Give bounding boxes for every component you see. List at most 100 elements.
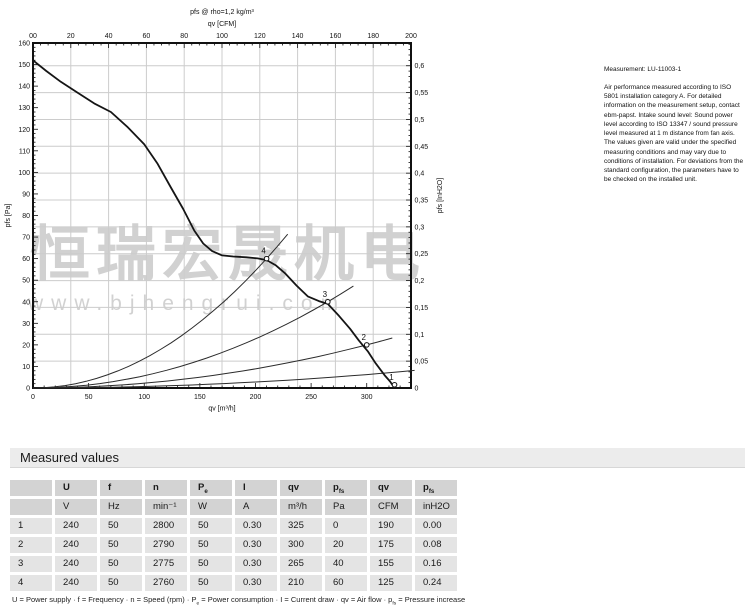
left-tick-label: 120	[18, 127, 30, 134]
plot-frame	[32, 42, 412, 389]
value-cell: 50	[190, 556, 232, 572]
top-axis-title: qv [CFM]	[208, 21, 236, 28]
top-tick-label: 120	[254, 33, 266, 40]
right-tick-label: 0,05	[415, 359, 429, 366]
top-tick-label: 160	[330, 33, 342, 40]
unit-cell: CFM	[370, 499, 412, 515]
right-tick-label: 0,25	[415, 251, 429, 258]
left-tick-label: 110	[19, 148, 30, 155]
measurement-notes: Measurement: LU-11003-1 Air performance …	[604, 66, 747, 184]
left-tick-label: 50	[22, 278, 30, 285]
value-cell: 0.24	[415, 575, 457, 591]
bottom-tick-label: 250	[305, 394, 317, 401]
left-tick-label: 60	[22, 256, 30, 263]
fan-curve	[32, 59, 396, 389]
unit-cell	[10, 499, 52, 515]
left-tick-label: 30	[22, 321, 30, 328]
left-tick-label: 10	[22, 364, 30, 371]
left-tick-label: 70	[22, 235, 30, 242]
measured-point-label-4: 4	[261, 247, 266, 256]
row-index: 2	[10, 537, 52, 553]
left-tick-label: 150	[18, 62, 30, 69]
right-tick-label: 0,55	[415, 90, 429, 97]
measured-point-1	[391, 381, 398, 388]
left-tick-label: 40	[22, 299, 30, 306]
value-cell: 0	[325, 518, 367, 534]
unit-cell: m³/h	[280, 499, 322, 515]
unit-cell: W	[190, 499, 232, 515]
unit-cell: inH2O	[415, 499, 457, 515]
right-tick-label: 0	[415, 386, 419, 393]
unit-cell: min⁻¹	[145, 499, 187, 515]
value-cell: 0.30	[235, 556, 277, 572]
top-tick-label: 80	[180, 33, 188, 40]
performance-chart: 恒瑞宏晟机电 www.bjhengrui.com 1 2 3 4 pfs @ rho=1…	[0, 0, 470, 420]
legend-footnote: U = Power supply · f = Frequency · n = S…	[12, 595, 466, 607]
value-cell: 155	[370, 556, 412, 572]
top-tick-label: 140	[292, 33, 304, 40]
measured-point-label-2: 2	[361, 333, 366, 342]
top-tick-label: 60	[143, 33, 151, 40]
value-cell: 0.16	[415, 556, 457, 572]
right-tick-label: 0,6	[415, 63, 425, 70]
left-tick-label: 0	[26, 386, 30, 393]
header-cell: U	[55, 480, 97, 496]
header-cell: qv	[370, 480, 412, 496]
right-tick-label: 0,2	[415, 278, 425, 285]
value-cell: 2760	[145, 575, 187, 591]
left-tick-label: 130	[18, 105, 30, 112]
top-tick-label: 200	[405, 33, 417, 40]
value-cell: 40	[325, 556, 367, 572]
right-tick-label: 0,15	[415, 305, 429, 312]
top-tick-label: 40	[105, 33, 113, 40]
value-cell: 2790	[145, 537, 187, 553]
measured-point-4	[263, 255, 270, 262]
header-cell: pfs	[415, 480, 457, 496]
value-cell: 265	[280, 556, 322, 572]
right-axis-title: pfs [InH2O]	[437, 178, 444, 213]
header-cell: I	[235, 480, 277, 496]
bottom-tick-label: 100	[138, 394, 150, 401]
value-cell: 125	[370, 575, 412, 591]
header-cell: qv	[280, 480, 322, 496]
left-axis-title: pfs [Pa]	[5, 204, 12, 228]
load-line-1	[33, 369, 415, 389]
value-cell: 0.30	[235, 518, 277, 534]
right-tick-label: 0,5	[415, 117, 425, 124]
load-line-2	[32, 337, 393, 389]
header-cell: Pe	[190, 480, 232, 496]
value-cell: 20	[325, 537, 367, 553]
value-cell: 50	[100, 537, 142, 553]
left-tick-label: 20	[22, 342, 30, 349]
measured-point-label-1: 1	[389, 373, 394, 382]
watermark-url-text: www.bjhengrui.com	[28, 292, 347, 315]
value-cell: 0.08	[415, 537, 457, 553]
right-tick-label: 0,1	[415, 332, 425, 339]
bottom-tick-label: 200	[250, 394, 262, 401]
bottom-tick-label: 0	[31, 394, 35, 401]
value-cell: 240	[55, 537, 97, 553]
measured-point-2	[363, 342, 370, 348]
header-cell: n	[145, 480, 187, 496]
value-cell: 325	[280, 518, 322, 534]
left-tick-label: 100	[18, 170, 30, 177]
value-cell: 50	[190, 537, 232, 553]
top-tick-label: 00	[29, 33, 37, 40]
value-cell: 0.30	[235, 537, 277, 553]
bottom-tick-label: 50	[85, 394, 93, 401]
value-cell: 0.00	[415, 518, 457, 534]
value-cell: 2800	[145, 518, 187, 534]
measured-point-label-3: 3	[323, 290, 328, 299]
unit-cell: V	[55, 499, 97, 515]
value-cell: 240	[55, 556, 97, 572]
chart-title: pfs @ rho=1,2 kg/m³	[190, 9, 254, 16]
measured-values-header: Measured values	[10, 448, 745, 468]
value-cell: 50	[190, 575, 232, 591]
unit-cell: Pa	[325, 499, 367, 515]
right-tick-label: 0,45	[415, 144, 429, 151]
value-cell: 240	[55, 575, 97, 591]
left-tick-label: 160	[18, 41, 30, 48]
left-tick-label: 80	[22, 213, 30, 220]
bottom-axis-title: qv [m³/h]	[208, 406, 235, 413]
